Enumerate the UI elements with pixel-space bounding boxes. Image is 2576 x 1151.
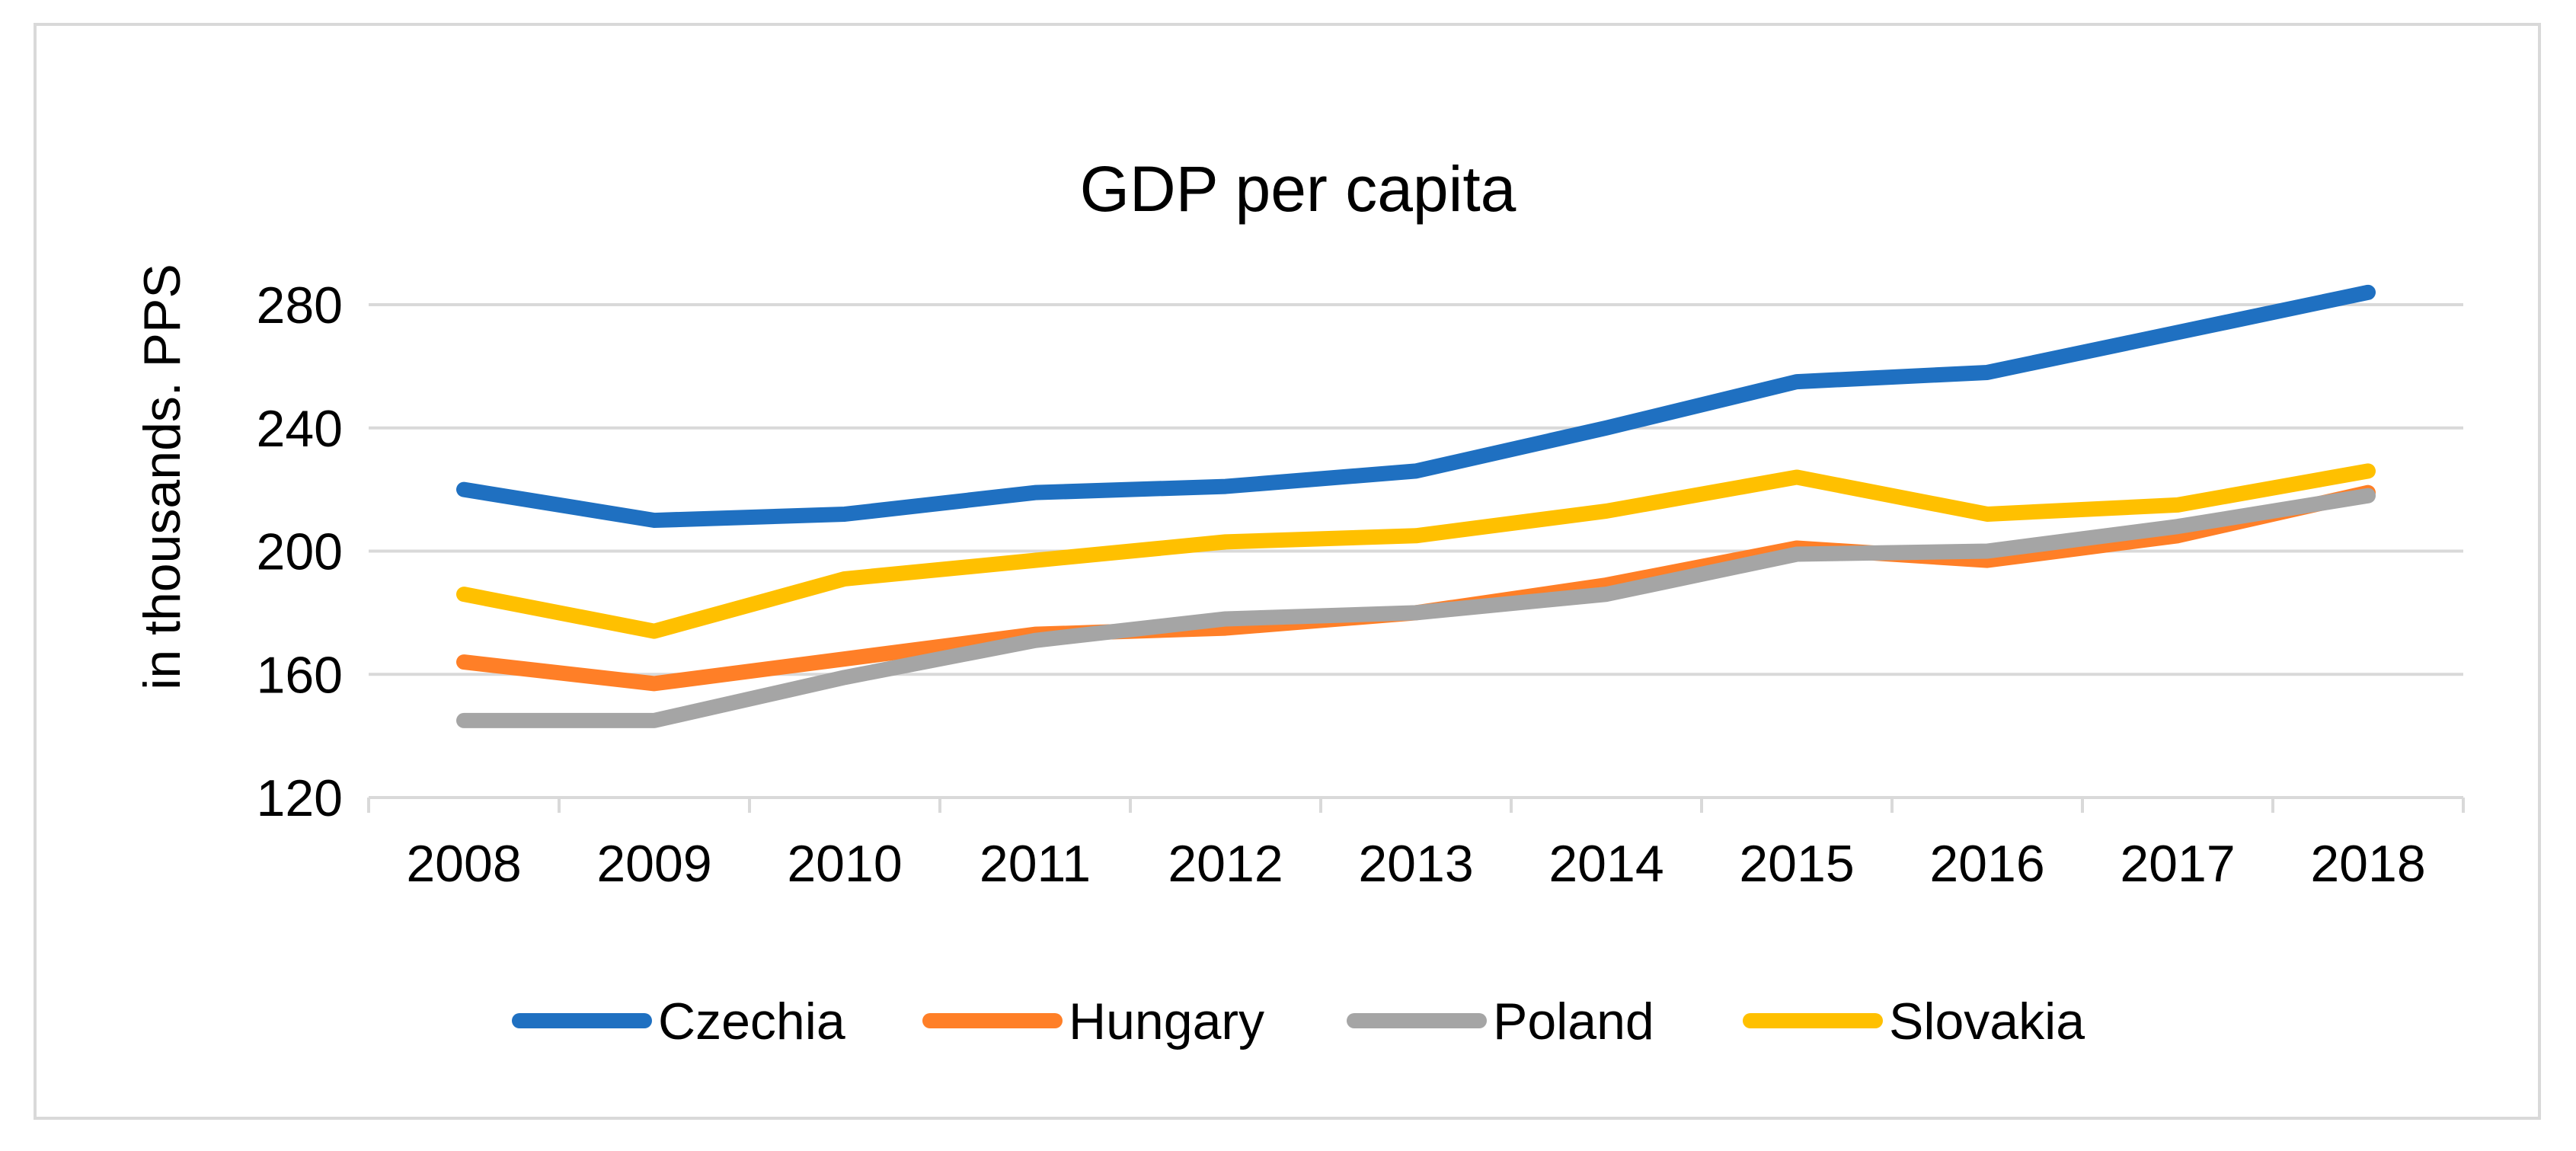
- x-axis: [367, 796, 2465, 813]
- legend-label-slovakia: Slovakia: [1889, 993, 2085, 1050]
- x-tick-labels: 2008 2009 2010 2011 2012 2013 2014 2015 2016 2017…: [406, 835, 2425, 893]
- legend: Czechia Hungary Poland Slovakia: [512, 993, 2085, 1050]
- x-tick-label: 2015: [1739, 835, 1854, 893]
- x-tick-label: 2011: [980, 835, 1091, 893]
- x-tick-label: 2016: [1929, 835, 2044, 893]
- x-tick-label: 2013: [1358, 835, 1473, 893]
- x-tick-label: 2012: [1168, 835, 1283, 893]
- series-line-slovakia: [456, 463, 2376, 639]
- line-chart: GDP per capita in thousands. PPS 120 160 2…: [133, 153, 2465, 1050]
- y-axis-title: in thousands. PPS: [133, 264, 191, 689]
- legend-label-hungary: Hungary: [1069, 993, 1264, 1050]
- series-lines: [456, 284, 2376, 728]
- y-tick-label: 160: [257, 646, 343, 704]
- y-tick-label: 280: [257, 277, 343, 334]
- legend-label-czechia: Czechia: [658, 993, 845, 1050]
- series-line-poland: [456, 488, 2376, 728]
- x-tick-label: 2017: [2120, 835, 2235, 893]
- x-tick-label: 2014: [1548, 835, 1664, 893]
- y-tick-label: 240: [257, 400, 343, 458]
- chart-frame: GDP per capita in thousands. PPS 120 160 2…: [34, 23, 2541, 1120]
- legend-label-poland: Poland: [1493, 993, 1654, 1050]
- y-tick-labels: 120 160 200 240 280: [257, 277, 343, 827]
- series-line-czechia: [456, 284, 2376, 529]
- x-tick-label: 2008: [406, 835, 521, 893]
- x-tick-label: 2009: [596, 835, 711, 893]
- x-tick-label: 2018: [2310, 835, 2425, 893]
- chart-title: GDP per capita: [1080, 153, 1517, 225]
- x-tick-label: 2010: [787, 835, 902, 893]
- y-tick-label: 120: [257, 769, 343, 827]
- y-tick-label: 200: [257, 523, 343, 581]
